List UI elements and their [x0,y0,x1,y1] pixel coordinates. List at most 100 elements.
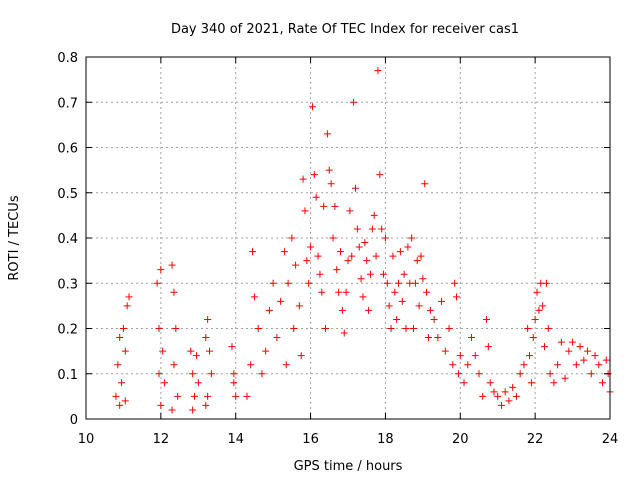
data-point [273,334,281,342]
y-tick-label: 0.1 [57,368,78,383]
data-point [189,370,197,378]
data-point [157,266,165,274]
data-point [121,347,129,355]
data-point [402,325,410,332]
data-point [243,392,251,400]
data-point [323,130,331,138]
data-point [449,361,457,369]
data-point [395,279,403,287]
data-point [417,252,425,260]
data-point [168,406,176,414]
data-point [550,379,558,387]
data-point [419,275,427,283]
data-point [249,248,257,256]
data-point [372,252,380,260]
data-point [561,374,569,382]
data-point [591,352,599,360]
data-point [331,202,339,210]
data-point [580,356,588,364]
data-point [351,184,359,192]
data-point [486,379,494,387]
data-point [451,279,459,287]
data-point [535,306,543,314]
data-point [344,257,352,265]
data-point [114,361,122,369]
data-point [541,343,548,351]
data-point [387,325,395,332]
data-point [308,103,316,111]
data-point [305,279,313,287]
y-tick-label: 0.5 [57,187,78,202]
data-point [269,279,277,287]
grid-lines [86,57,610,419]
x-tick-label: 14 [227,432,244,447]
data-point [479,392,487,400]
data-point [527,379,535,387]
x-tick-label: 16 [302,432,319,447]
data-point [430,315,438,323]
data-point [258,370,266,378]
data-point [206,347,214,355]
data-point [310,171,318,179]
data-point [170,288,178,296]
data-point [490,388,498,396]
y-tick-label: 0.3 [57,277,78,292]
data-point [155,370,163,378]
data-point [322,325,330,332]
y-tick-label: 0.6 [57,142,78,157]
data-point [119,325,127,332]
data-point [424,334,432,342]
data-point [385,302,393,310]
data-point [421,180,429,188]
data-point [116,401,124,409]
data-point [346,207,354,215]
data-point [415,302,423,310]
data-point [497,401,505,409]
data-point [314,252,322,260]
data-point [250,293,258,301]
data-point [557,338,565,346]
data-point [453,293,461,301]
data-point [531,315,539,323]
data-point [189,406,197,414]
data-point [170,361,178,369]
data-point [411,279,419,287]
data-point [342,288,350,296]
data-point [587,370,595,378]
data-point [544,325,552,332]
data-point [288,234,296,242]
data-point [554,361,562,369]
data-point [118,379,126,387]
data-point [408,234,416,242]
data-point [572,361,580,369]
data-point [357,275,365,283]
data-point [494,392,502,400]
data-point [202,334,210,342]
data-point [191,392,199,400]
data-point [172,325,180,332]
data-point [338,306,346,314]
data-point [484,343,492,351]
data-point [438,297,446,305]
data-point [454,370,462,378]
data-point [533,288,541,296]
data-point [325,166,333,174]
y-tick-label: 0.2 [57,323,78,338]
data-point [539,302,547,310]
data-point [312,193,320,201]
data-point [520,361,528,369]
data-point [125,293,133,301]
data-point [123,302,131,310]
data-point [280,248,288,256]
data-point [297,352,305,360]
data-point [468,334,476,342]
y-tick-label: 0.8 [57,51,78,66]
x-tick-label: 18 [377,432,394,447]
data-point [370,211,378,219]
data-point [599,379,607,387]
chart-title: Day 340 of 2021, Rate Of TEC Index for r… [171,22,519,37]
data-point [378,225,386,233]
x-tick-label: 24 [602,432,619,447]
data-point [383,279,391,287]
x-tick-label: 10 [78,432,95,447]
